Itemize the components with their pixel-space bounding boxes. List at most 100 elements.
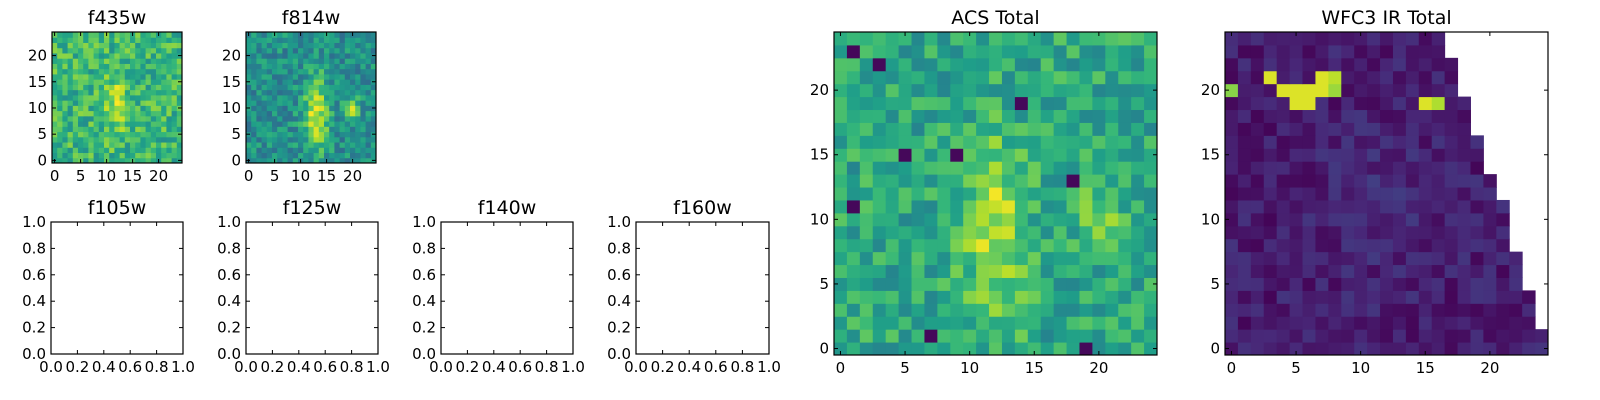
heatmap-cell: [963, 57, 977, 72]
heatmap-cell: [72, 100, 79, 106]
heatmap-cell: [57, 131, 63, 138]
heatmap-cell: [898, 290, 913, 304]
heatmap-cell: [1444, 135, 1459, 149]
heatmap-cell: [1250, 329, 1265, 343]
heatmap-cell: [313, 37, 320, 43]
heatmap-cell: [135, 42, 141, 49]
heatmap-cell: [1131, 57, 1145, 72]
heatmap-cell: [1302, 199, 1316, 214]
heatmap-cell: [1431, 225, 1446, 240]
heatmap-cell: [166, 126, 173, 133]
heatmap-cell: [1144, 148, 1158, 162]
heatmap-cell: [266, 42, 273, 49]
heatmap-cell: [898, 277, 913, 291]
heatmap-cell: [62, 110, 69, 117]
heatmap-cell: [72, 52, 79, 59]
heatmap-cell: [1302, 277, 1316, 291]
heatmap-cell: [166, 121, 173, 127]
heatmap-cell: [78, 105, 84, 112]
heatmap-cell: [1354, 174, 1368, 188]
heatmap-cell: [846, 329, 861, 343]
heatmap-cell: [1237, 199, 1252, 214]
heatmap-cell: [1367, 122, 1381, 136]
heatmap-cell: [859, 122, 874, 136]
heatmap-cell: [292, 63, 299, 70]
heatmap-cell: [166, 42, 173, 49]
heatmap-cell: [339, 89, 346, 96]
heatmap-cell: [924, 57, 938, 72]
heatmap-cell: [324, 131, 330, 138]
heatmap-cell: [140, 68, 147, 75]
heatmap-cell: [1225, 135, 1239, 149]
heatmap-cell: [261, 68, 268, 75]
heatmap-cell: [298, 142, 304, 148]
heatmap-cell: [976, 212, 990, 227]
heatmap-cell: [130, 142, 136, 148]
heatmap-cell: [246, 136, 252, 143]
heatmap-cell: [937, 135, 951, 149]
heatmap-cell: [859, 96, 874, 111]
heatmap-cell: [859, 212, 874, 227]
heatmap-cell: [1496, 251, 1510, 266]
heatmap-cell: [272, 94, 278, 101]
heatmap-cell: [1418, 303, 1433, 317]
heatmap-cell: [1405, 32, 1420, 46]
heatmap-cell: [1237, 96, 1252, 111]
heatmap-cell: [1392, 199, 1407, 214]
heatmap-cell: [834, 32, 848, 46]
heatmap-cell: [1225, 199, 1239, 214]
heatmap-cell: [859, 174, 874, 188]
heatmap-cell: [251, 37, 257, 43]
heatmap-cell: [339, 121, 346, 127]
heatmap-cell: [1405, 264, 1420, 278]
x-tick-label: 20: [149, 167, 168, 185]
heatmap-cell: [846, 225, 861, 240]
heatmap-cell: [1354, 161, 1368, 175]
heatmap-cell: [287, 84, 294, 91]
y-tick-label: 0.2: [217, 319, 241, 337]
heatmap-cell: [124, 32, 131, 38]
heatmap-cell: [1250, 32, 1265, 46]
heatmap-cell: [834, 174, 848, 188]
heatmap-cell: [145, 105, 152, 112]
heatmap-cell: [329, 126, 335, 133]
heatmap-cell: [360, 126, 367, 133]
heatmap-cell: [52, 110, 58, 117]
heatmap-cell: [1131, 225, 1145, 240]
heatmap-cell: [360, 147, 367, 154]
heatmap-cell: [166, 152, 173, 159]
heatmap-cell: [1092, 329, 1106, 343]
heatmap-cell: [308, 52, 315, 59]
heatmap-cell: [370, 115, 377, 122]
heatmap-cell: [1405, 342, 1420, 356]
heatmap-cell: [171, 131, 178, 138]
heatmap-cell: [130, 126, 136, 133]
heatmap-cell: [937, 187, 951, 201]
heatmap-cell: [156, 58, 162, 64]
heatmap-cell: [1457, 303, 1471, 317]
heatmap-cell: [350, 63, 356, 70]
heatmap-cell: [313, 47, 320, 54]
heatmap-cell: [1079, 303, 1093, 317]
heatmap-cell: [150, 157, 157, 164]
heatmap-cell: [1237, 44, 1252, 59]
heatmap-cell: [339, 79, 346, 85]
heatmap-cell: [950, 109, 964, 123]
heatmap-cell: [937, 161, 951, 175]
heatmap-cell: [1302, 174, 1316, 188]
heatmap-cell: [78, 47, 84, 54]
heatmap-cell: [1276, 342, 1291, 356]
heatmap-cell: [308, 136, 315, 143]
heatmap-cell: [98, 52, 105, 59]
heatmap-cell: [287, 121, 294, 127]
heatmap-cell: [1079, 264, 1093, 278]
heatmap-cell: [1118, 329, 1132, 343]
heatmap-cell: [1367, 174, 1381, 188]
heatmap-cell: [1079, 161, 1093, 175]
heatmap-cell: [1131, 264, 1145, 278]
heatmap-cell: [93, 94, 100, 101]
heatmap-cell: [303, 115, 309, 122]
heatmap-cell: [119, 115, 126, 122]
heatmap-cell: [161, 42, 167, 49]
heatmap-cell: [1418, 83, 1433, 98]
